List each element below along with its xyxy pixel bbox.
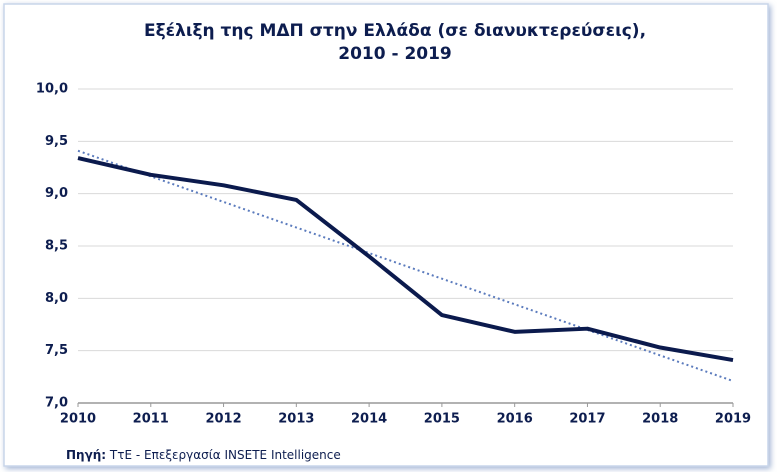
chart-frame	[3, 3, 769, 467]
source-text: ΤτΕ - Επεξεργασία INSETE Intelligence	[106, 448, 341, 462]
y-tick-label: 9,5	[45, 134, 68, 149]
source-note: Πηγή: ΤτΕ - Επεξεργασία INSETE Intellige…	[66, 448, 341, 462]
x-tick-label: 2011	[133, 412, 169, 427]
x-tick-label: 2012	[205, 412, 241, 427]
trendline	[77, 149, 734, 382]
x-tick-label: 2015	[424, 412, 460, 427]
x-tick-label: 2018	[642, 412, 678, 427]
y-tick-label: 8,0	[45, 291, 68, 306]
x-tick-label: 2019	[715, 412, 751, 427]
y-tick-label: 8,5	[45, 239, 68, 254]
chart-title: 2010 - 2019	[338, 44, 452, 64]
y-tick-label: 9,0	[45, 186, 68, 201]
data-line	[77, 156, 734, 363]
x-tick-label: 2013	[278, 412, 314, 427]
y-tick-label: 7,0	[45, 396, 68, 411]
source-label: Πηγή:	[66, 448, 106, 462]
y-tick-label: 7,5	[45, 343, 68, 358]
x-tick-label: 2016	[497, 412, 533, 427]
chart-title: Εξέλιξη της ΜΔΠ στην Ελλάδα (σε διανυκτε…	[144, 21, 646, 41]
y-tick-label: 10,0	[36, 82, 68, 97]
x-tick-label: 2010	[60, 412, 96, 427]
x-tick-label: 2014	[351, 412, 387, 427]
x-tick-label: 2017	[569, 412, 605, 427]
